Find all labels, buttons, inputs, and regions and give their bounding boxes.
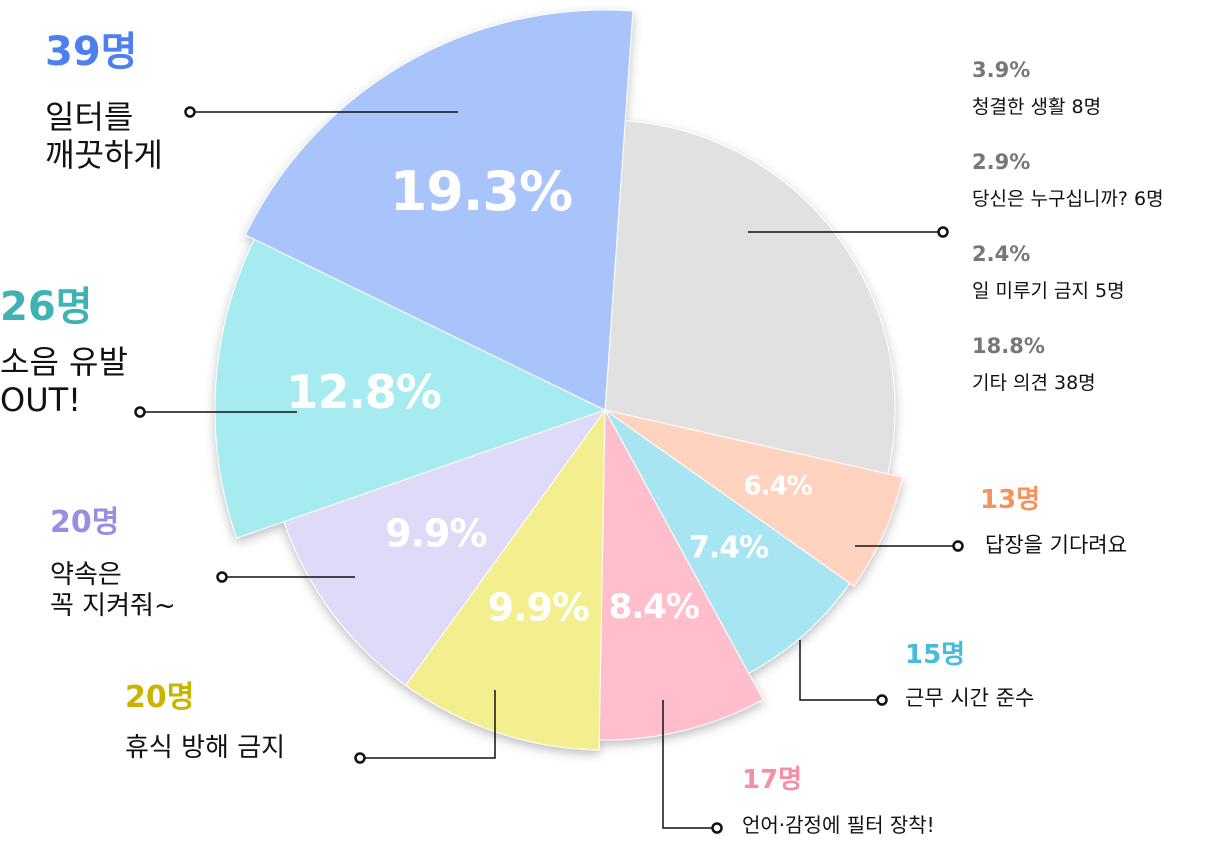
other-value-label: 2.9% bbox=[972, 150, 1031, 174]
leader-dot bbox=[134, 406, 146, 418]
value-label: 9.9% bbox=[488, 585, 589, 629]
category-label: 소음 유발 OUT! bbox=[0, 343, 128, 420]
overlay: 6.4% 7.4% 8.4% 9.9%9.9% 12.8% 19.3% bbox=[134, 106, 964, 834]
pie-slice bbox=[604, 409, 851, 675]
leader-dot bbox=[711, 822, 723, 834]
category-label: 언어·감정에 필터 장착! bbox=[742, 813, 935, 837]
slices bbox=[214, 9, 904, 751]
leader-line bbox=[360, 690, 496, 759]
value-label: 7.4% bbox=[689, 530, 769, 565]
category-label: 약속은 꼭 지켜줘~ bbox=[50, 560, 176, 622]
leader-dot bbox=[952, 540, 964, 552]
leader-dot bbox=[184, 106, 196, 118]
pie-slice bbox=[604, 409, 904, 587]
pie-slice bbox=[214, 238, 607, 539]
category-label: 답장을 기다려요 bbox=[985, 533, 1127, 557]
category-label: 근무 시간 준수 bbox=[905, 686, 1035, 710]
pie-slice bbox=[244, 9, 634, 411]
other-value-label: 3.9% bbox=[972, 58, 1031, 82]
pie-slice bbox=[598, 408, 764, 741]
count-label: 17명 bbox=[742, 765, 803, 795]
count-label: 15명 bbox=[905, 640, 966, 670]
value-label: 12.8% bbox=[286, 365, 441, 419]
leader-dot bbox=[937, 226, 949, 238]
other-item-label: 당신은 누구십니까? 6명 bbox=[972, 188, 1164, 210]
value-label: 19.3% bbox=[390, 160, 572, 223]
category-label: 일터를 깨끗하게 bbox=[45, 98, 163, 175]
other-value-label: 2.4% bbox=[972, 242, 1031, 266]
other-item-label: 청결한 생활 8명 bbox=[972, 96, 1102, 118]
value-label: 6.4% bbox=[744, 471, 813, 501]
count-label: 26명 bbox=[0, 284, 93, 330]
pie-slice bbox=[283, 409, 607, 687]
other-item-label: 일 미루기 금지 5명 bbox=[972, 280, 1125, 302]
leader-line bbox=[662, 700, 717, 829]
count-label: 20명 bbox=[125, 680, 195, 715]
leader-dot bbox=[876, 694, 888, 706]
value-label: 8.4% bbox=[609, 587, 699, 627]
category-label: 휴식 방해 금지 bbox=[125, 733, 286, 763]
value-label: 9.9% bbox=[385, 511, 486, 555]
leader-dot bbox=[354, 752, 366, 764]
count-label: 13명 bbox=[980, 485, 1041, 515]
count-label: 39명 bbox=[45, 29, 138, 75]
other-item-label: 기타 의견 38명 bbox=[972, 372, 1096, 394]
leader-dot bbox=[216, 571, 228, 583]
other-value-label: 18.8% bbox=[972, 334, 1045, 358]
leader-line bbox=[799, 640, 882, 701]
pie-slice bbox=[604, 120, 896, 475]
pie-slice bbox=[404, 408, 606, 751]
count-label: 20명 bbox=[50, 505, 120, 540]
